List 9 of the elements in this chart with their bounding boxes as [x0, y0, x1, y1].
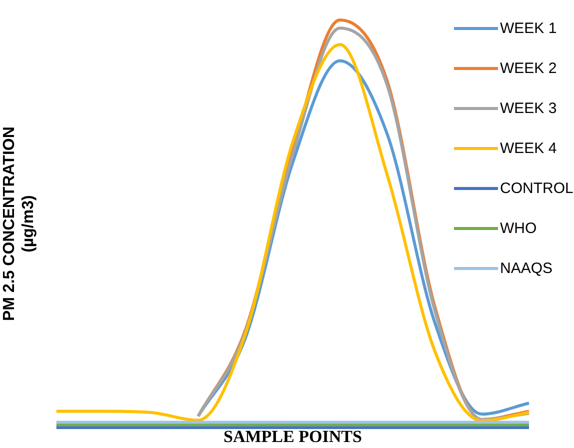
y-axis-title: PM 2.5 CONCENTRATION (µg/m3)	[1, 126, 38, 321]
x-axis-title: SAMPLE POINTS	[224, 427, 362, 446]
legend-label: WHO	[499, 218, 538, 238]
legend-label: NAAQS	[499, 258, 554, 278]
legend-label: WEEK 2	[499, 58, 558, 78]
legend-label: WEEK 4	[499, 138, 558, 158]
legend-label: WEEK 1	[499, 18, 558, 38]
legend-label: WEEK 3	[499, 98, 558, 118]
legend-label: CONTROL	[499, 178, 574, 198]
